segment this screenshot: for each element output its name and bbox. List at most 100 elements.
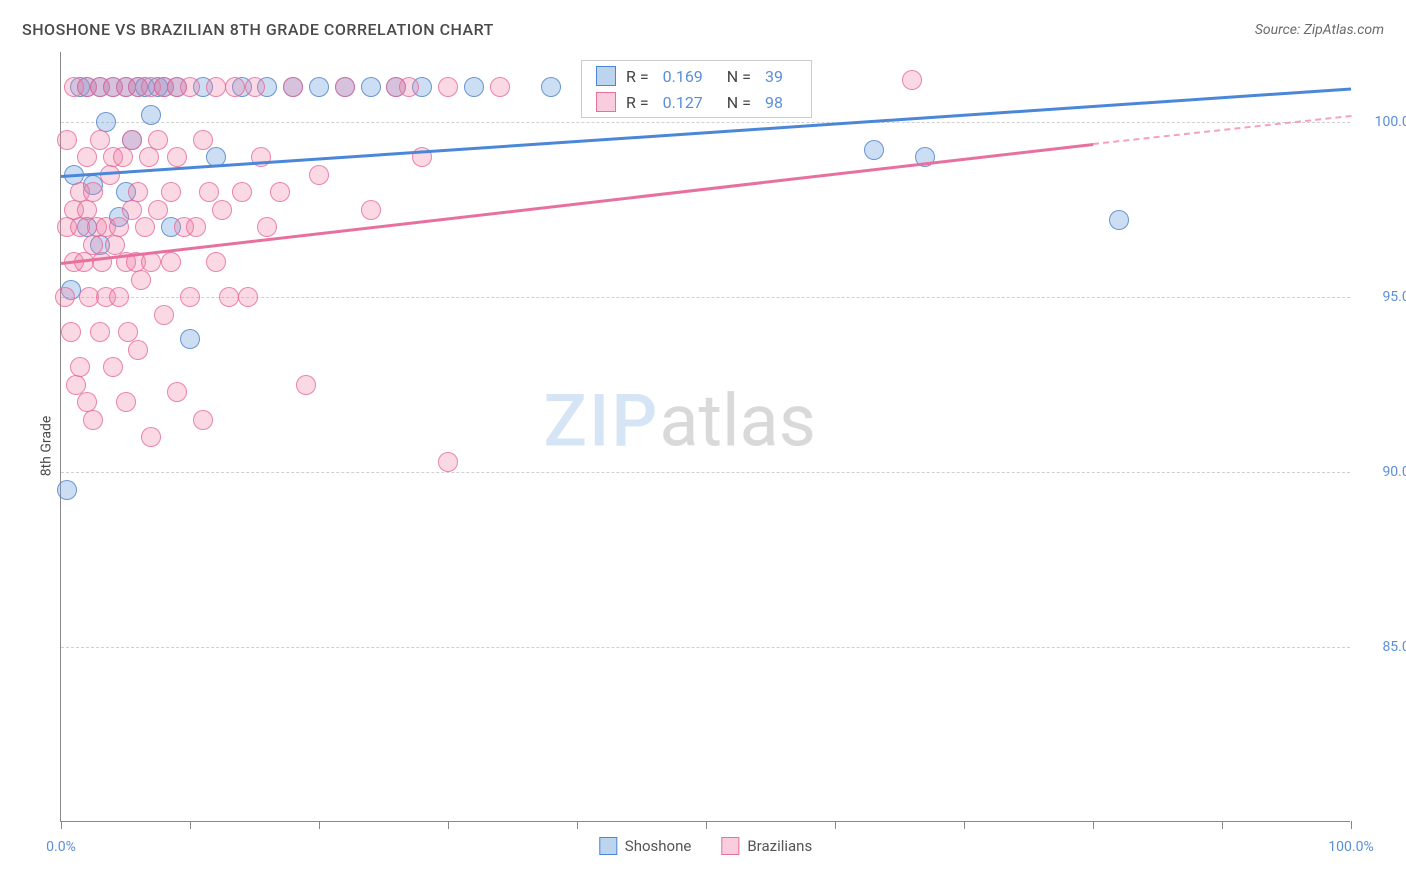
stat-row-shoshone: R = 0.169 N = 39 (582, 63, 811, 89)
correlation-stats-box: R = 0.169 N = 39 R = 0.127 N = 98 (581, 60, 812, 118)
data-point (167, 147, 187, 167)
data-point (225, 77, 245, 97)
data-point (270, 182, 290, 202)
data-point (141, 427, 161, 447)
data-point (361, 77, 381, 97)
data-point (122, 130, 142, 150)
gridline (61, 647, 1350, 648)
data-point (122, 200, 142, 220)
data-point (399, 77, 419, 97)
data-point (103, 357, 123, 377)
trend-line (1093, 115, 1351, 145)
swatch-icon (596, 66, 616, 86)
data-point (141, 252, 161, 272)
data-point (490, 77, 510, 97)
r-value: 0.127 (663, 93, 703, 112)
data-point (296, 375, 316, 395)
legend: Shoshone Brazilians (599, 837, 812, 855)
data-point (309, 165, 329, 185)
x-tick (448, 821, 449, 829)
r-label: R = (626, 67, 649, 86)
data-point (90, 130, 110, 150)
legend-item-shoshone: Shoshone (599, 837, 692, 855)
data-point (131, 270, 151, 290)
data-point (55, 287, 75, 307)
title-bar: SHOSHONE VS BRAZILIAN 8TH GRADE CORRELAT… (22, 20, 1384, 39)
n-value: 98 (765, 93, 783, 112)
legend-label: Shoshone (625, 837, 692, 855)
data-point (1109, 210, 1129, 230)
x-tick (319, 821, 320, 829)
x-tick (1351, 821, 1352, 829)
data-point (232, 182, 252, 202)
data-point (180, 287, 200, 307)
swatch-icon (721, 837, 739, 855)
data-point (128, 182, 148, 202)
y-tick-label: 95.0% (1360, 289, 1406, 305)
x-tick (190, 821, 191, 829)
data-point (212, 200, 232, 220)
n-value: 39 (765, 67, 783, 86)
n-label: N = (727, 67, 751, 86)
data-point (83, 182, 103, 202)
data-point (180, 77, 200, 97)
data-point (864, 140, 884, 160)
data-point (180, 329, 200, 349)
x-tick (1222, 821, 1223, 829)
data-point (219, 287, 239, 307)
x-tick-label: 100.0% (1328, 839, 1373, 855)
data-point (245, 77, 265, 97)
data-point (283, 77, 303, 97)
data-point (161, 252, 181, 272)
data-point (257, 217, 277, 237)
watermark: ZIPatlas (544, 379, 816, 464)
data-point (309, 77, 329, 97)
data-point (193, 130, 213, 150)
data-point (128, 340, 148, 360)
x-tick (835, 821, 836, 829)
data-point (902, 70, 922, 90)
data-point (464, 77, 484, 97)
y-tick-label: 100.0% (1360, 114, 1406, 130)
legend-label: Brazilians (747, 837, 812, 855)
scatter-plot: ZIPatlas R = 0.169 N = 39 R = 0.127 N = … (60, 52, 1350, 822)
data-point (92, 252, 112, 272)
y-axis-label: 8th Grade (38, 416, 54, 477)
n-label: N = (727, 93, 751, 112)
data-point (109, 287, 129, 307)
data-point (206, 77, 226, 97)
data-point (186, 217, 206, 237)
x-tick (706, 821, 707, 829)
data-point (113, 147, 133, 167)
legend-item-brazilians: Brazilians (721, 837, 812, 855)
data-point (57, 130, 77, 150)
data-point (141, 105, 161, 125)
gridline (61, 472, 1350, 473)
source-label: Source: ZipAtlas.com (1255, 22, 1384, 38)
data-point (193, 410, 213, 430)
r-value: 0.169 (663, 67, 703, 86)
data-point (361, 200, 381, 220)
gridline (61, 122, 1350, 123)
data-point (199, 182, 219, 202)
data-point (206, 252, 226, 272)
data-point (541, 77, 561, 97)
watermark-zip: ZIP (544, 379, 660, 464)
data-point (161, 182, 181, 202)
data-point (61, 322, 81, 342)
x-tick (577, 821, 578, 829)
r-label: R = (626, 93, 649, 112)
swatch-icon (599, 837, 617, 855)
x-tick (61, 821, 62, 829)
data-point (90, 322, 110, 342)
data-point (335, 77, 355, 97)
chart-title: SHOSHONE VS BRAZILIAN 8TH GRADE CORRELAT… (22, 20, 494, 39)
x-tick (1093, 821, 1094, 829)
data-point (167, 382, 187, 402)
data-point (148, 200, 168, 220)
data-point (154, 305, 174, 325)
data-point (83, 410, 103, 430)
x-tick (964, 821, 965, 829)
y-tick-label: 90.0% (1360, 464, 1406, 480)
swatch-icon (596, 92, 616, 112)
